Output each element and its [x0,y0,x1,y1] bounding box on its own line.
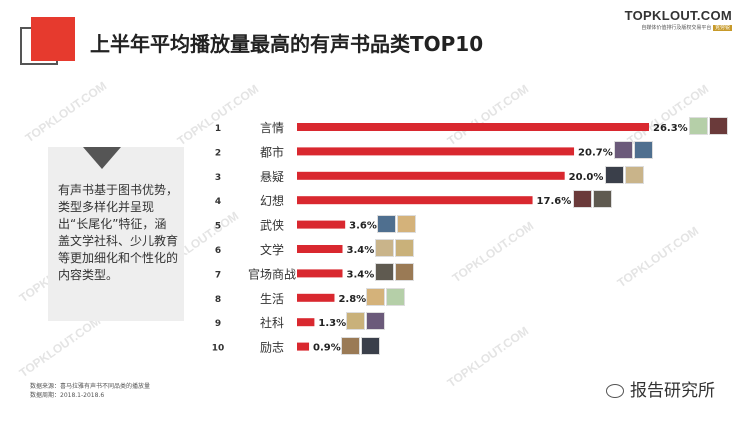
rank-label: 6 [215,246,221,256]
category-label: 文学 [260,242,284,257]
book-cover-thumbnail [634,141,654,160]
book-cover-thumbnail [572,190,592,209]
bar [297,342,310,351]
brand-logo: TOPKLOUT.COM 自媒体价值排行及版权交易平台 克劳锐 [625,8,732,31]
book-cover-thumbnail [386,287,406,306]
book-cover-thumbnail [377,214,397,233]
data-source: 数据来源：喜马拉雅有声书不同品类的播放量 [30,383,151,390]
rank-label: 4 [215,197,221,207]
book-cover-thumbnail [397,214,417,233]
footer-notes: 数据来源：喜马拉雅有声书不同品类的播放量 数据周期：2018.1-2018.6 [30,382,150,400]
category-label: 幻想 [260,193,284,208]
value-label: 26.3% [653,123,688,134]
bar [297,293,335,302]
bar [297,269,343,278]
rank-label: 7 [215,270,221,280]
book-cover-thumbnail [366,287,386,306]
book-cover-thumbnail [374,263,394,282]
value-label: 0.9% [313,343,341,354]
category-label: 都市 [260,144,284,159]
insight-box [48,147,184,321]
book-cover-thumbnail [604,165,624,184]
bar [297,245,343,253]
bar [297,318,315,327]
book-cover-thumbnail [689,117,708,135]
book-cover-thumbnail [394,239,414,257]
rank-label: 8 [215,295,221,305]
insight-notch [83,147,121,169]
wechat-account: 报告研究所 [606,376,715,401]
category-label: 生活 [260,292,284,306]
book-cover-thumbnail [366,312,386,331]
value-label: 20.7% [578,147,613,158]
book-cover-thumbnail [614,141,634,160]
bar [297,147,575,156]
value-label: 3.4% [347,245,375,256]
rank-label: 5 [215,222,221,232]
category-label: 励志 [260,341,284,355]
rank-label: 9 [215,319,221,329]
brand-tagline-text: 自媒体价值排行及版权交易平台 [641,25,712,31]
brand-name: TOPKLOUT.COM [624,8,732,23]
value-label: 1.3% [318,318,346,329]
bar [297,171,565,180]
book-cover-thumbnail [394,263,414,282]
book-cover-thumbnail [374,239,394,257]
rank-label: 1 [215,124,221,134]
bar [297,220,346,229]
value-label: 2.8% [338,294,366,305]
bar [297,196,533,205]
rank-label: 10 [212,344,225,354]
value-label: 3.4% [347,269,375,280]
brand-tagline: 自媒体价值排行及版权交易平台 克劳锐 [625,24,732,31]
book-cover-thumbnail [624,165,644,184]
book-cover-thumbnail [341,336,361,355]
page-title: 上半年平均播放量最高的有声书品类TOP10 [90,32,484,56]
bar [297,123,649,131]
category-label: 悬疑 [260,169,284,184]
value-label: 17.6% [537,196,572,207]
value-label: 3.6% [349,221,377,232]
rank-label: 3 [215,173,221,183]
book-cover-thumbnail [361,336,381,355]
decor-red-square [31,17,75,61]
book-cover-thumbnail [346,312,366,331]
book-cover-thumbnail [592,190,612,209]
category-label: 言情 [260,121,284,135]
wechat-icon [606,384,624,398]
category-label: 武侠 [260,219,284,233]
insight-text: 有声书基于图书优势，类型多样化并呈现出“长尾化”特征，涵盖文学社科、少儿教育等更… [58,183,179,282]
wechat-label: 报告研究所 [630,381,715,401]
data-period: 数据周期：2018.1-2018.6 [30,392,105,399]
category-label: 社科 [260,315,284,330]
category-label: 官场商战 [248,266,296,281]
value-label: 20.0% [569,172,604,183]
book-cover-thumbnail [709,117,728,135]
rank-label: 2 [215,148,221,158]
brand-tagline-highlight: 克劳锐 [712,25,732,31]
